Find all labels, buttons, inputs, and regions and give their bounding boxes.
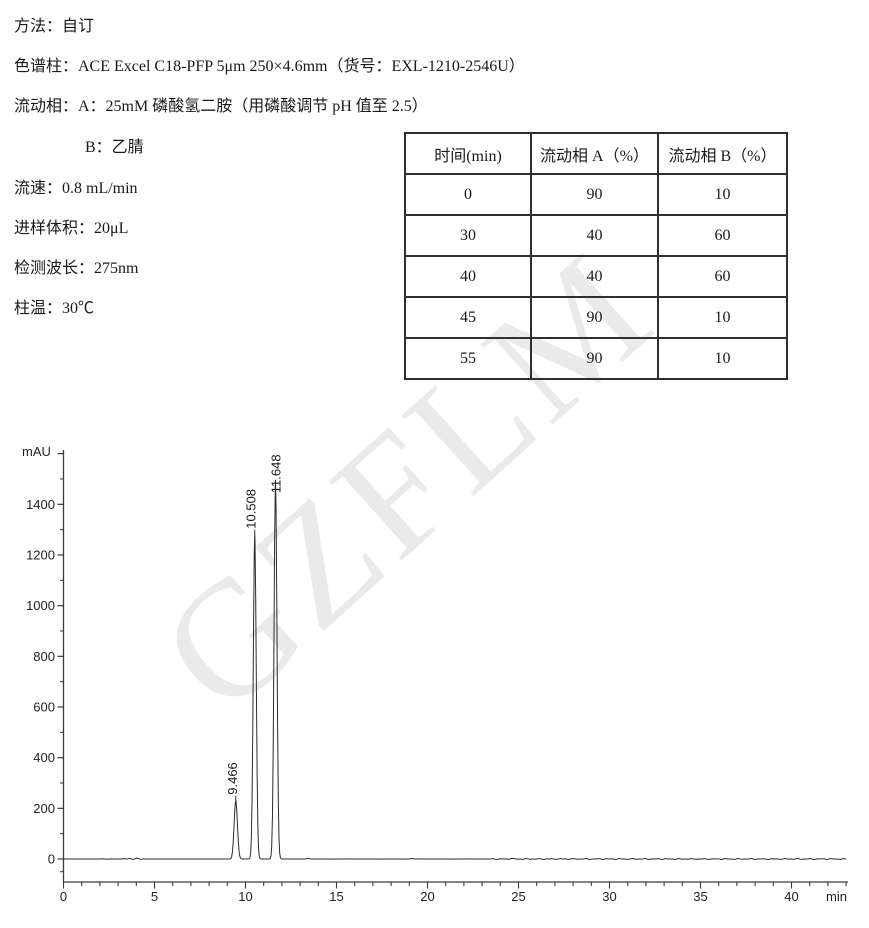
cell-time: 0 xyxy=(404,173,532,216)
cell-phase-b: 10 xyxy=(657,173,788,216)
mobile-phase-a-line: 流动相：A：25mM 磷酸氢二胺（用磷酸调节 pH 值至 2.5） xyxy=(14,98,428,115)
cell-time: 55 xyxy=(404,337,532,380)
peak-labels: 9.466 10.508 11.648 xyxy=(225,454,283,801)
x-axis-unit-label: min xyxy=(826,889,847,904)
column-temp-line: 柱温：30℃ xyxy=(14,300,95,317)
cell-time: 45 xyxy=(404,296,532,339)
cell-time: 40 xyxy=(404,255,532,298)
wavelength-line: 检测波长：275nm xyxy=(14,260,139,277)
x-axis-ticks: 0 5 10 15 20 25 30 35 40 min xyxy=(60,882,847,904)
chart-axes xyxy=(62,450,848,883)
y-tick-label: 1200 xyxy=(26,547,55,562)
col-header-phase-a: 流动相 A（%） xyxy=(530,132,659,175)
y-tick-label: 400 xyxy=(33,750,55,765)
cell-phase-a: 90 xyxy=(530,337,659,380)
table-row: 45 90 10 xyxy=(404,296,788,339)
y-tick-label: 1400 xyxy=(26,497,55,512)
peak-label: 10.508 xyxy=(244,489,259,529)
y-axis-ticks: 0 200 400 600 800 1000 1200 1400 mAU xyxy=(22,444,64,873)
table-row: 30 40 60 xyxy=(404,214,788,257)
gradient-table-header-row: 时间(min) 流动相 A（%） 流动相 B（%） xyxy=(404,132,788,175)
flow-rate-line: 流速：0.8 mL/min xyxy=(14,180,138,197)
x-tick-label: 0 xyxy=(60,889,67,904)
cell-phase-b: 60 xyxy=(657,255,788,298)
x-tick-label: 25 xyxy=(511,889,525,904)
peak-label: 11.648 xyxy=(268,454,283,493)
cell-phase-a: 90 xyxy=(530,296,659,339)
y-tick-label: 600 xyxy=(33,699,55,714)
cell-phase-a: 90 xyxy=(530,173,659,216)
x-tick-label: 20 xyxy=(420,889,434,904)
y-tick-label: 1000 xyxy=(26,598,55,613)
table-row: 0 90 10 xyxy=(404,173,788,216)
table-row: 40 40 60 xyxy=(404,255,788,298)
cell-phase-a: 40 xyxy=(530,214,659,257)
x-tick-label: 5 xyxy=(151,889,158,904)
cell-phase-b: 60 xyxy=(657,214,788,257)
injection-volume-line: 进样体积：20μL xyxy=(14,220,129,237)
x-tick-label: 35 xyxy=(693,889,707,904)
method-line: 方法：自订 xyxy=(14,18,95,35)
y-tick-label: 200 xyxy=(33,801,55,816)
x-tick-label: 15 xyxy=(329,889,343,904)
signal-trace xyxy=(63,479,847,861)
cell-phase-b: 10 xyxy=(657,337,788,380)
peak-label: 9.466 xyxy=(225,762,240,795)
y-tick-label: 0 xyxy=(48,852,55,867)
mobile-phase-b-line: B：乙腈 xyxy=(85,139,144,156)
y-tick-label: 800 xyxy=(33,649,55,664)
y-axis-unit-label: mAU xyxy=(22,444,51,459)
table-row: 55 90 10 xyxy=(404,337,788,380)
cell-phase-b: 10 xyxy=(657,296,788,339)
col-header-phase-b: 流动相 B（%） xyxy=(657,132,788,175)
cell-time: 30 xyxy=(404,214,532,257)
x-tick-label: 10 xyxy=(238,889,252,904)
column-line: 色谱柱：ACE Excel C18-PFP 5μm 250×4.6mm（货号：E… xyxy=(14,58,525,75)
x-tick-label: 40 xyxy=(784,889,798,904)
gradient-table: 时间(min) 流动相 A（%） 流动相 B（%） 0 90 10 30 40 … xyxy=(404,132,788,380)
col-header-time: 时间(min) xyxy=(404,132,532,175)
cell-phase-a: 40 xyxy=(530,255,659,298)
x-tick-label: 30 xyxy=(602,889,616,904)
